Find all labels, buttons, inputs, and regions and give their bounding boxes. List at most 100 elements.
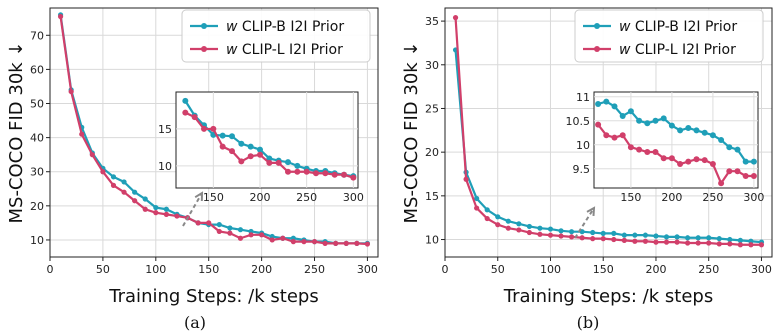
data-point bbox=[237, 227, 244, 233]
y-tick-label: 40 bbox=[30, 132, 44, 145]
inset-data-point bbox=[350, 174, 357, 181]
data-point bbox=[452, 15, 459, 21]
legend-entry: w CLIP-L I2I Prior bbox=[226, 42, 343, 58]
zoom-arrow bbox=[574, 207, 595, 239]
inset-data-point bbox=[229, 148, 235, 155]
data-point bbox=[206, 220, 212, 226]
inset-y-tick-label: 10.5 bbox=[566, 115, 591, 128]
zoom-arrow bbox=[182, 192, 203, 227]
inset-data-point bbox=[229, 133, 235, 140]
data-point bbox=[663, 234, 670, 240]
inset-data-point bbox=[693, 127, 700, 134]
zoom-arrow-head bbox=[586, 206, 596, 217]
x-tick-label: 50 bbox=[491, 263, 505, 276]
data-point bbox=[495, 222, 501, 228]
inset-data-point bbox=[210, 125, 217, 132]
data-point bbox=[590, 229, 596, 236]
data-point bbox=[568, 229, 575, 235]
data-point bbox=[737, 237, 743, 243]
data-point bbox=[695, 235, 701, 241]
data-point bbox=[516, 221, 522, 227]
inset-data-point bbox=[627, 108, 634, 115]
inset-data-point bbox=[677, 127, 684, 134]
data-point bbox=[505, 225, 511, 231]
x-tick-label: 200 bbox=[645, 263, 666, 276]
inset-y-tick-label: 15 bbox=[158, 123, 172, 136]
inset-x-tick-label: 250 bbox=[702, 191, 723, 204]
y-tick-label: 20 bbox=[30, 200, 44, 213]
data-point bbox=[537, 231, 543, 237]
legend-swatch-marker bbox=[594, 46, 600, 52]
data-point bbox=[79, 131, 85, 137]
data-point bbox=[758, 242, 765, 248]
data-point bbox=[248, 232, 254, 238]
data-point bbox=[364, 241, 371, 247]
x-tick-label: 150 bbox=[198, 263, 219, 276]
data-point bbox=[621, 237, 627, 243]
inset-data-point bbox=[668, 122, 675, 129]
data-point bbox=[301, 239, 307, 245]
data-point bbox=[227, 225, 233, 231]
legend-swatch-marker bbox=[594, 23, 600, 29]
inset-data-point bbox=[734, 146, 741, 153]
chart-panel-a: 0 50 100 150 200 250 300 10 20 30 40 50 60 70 Training… bbox=[6, 7, 379, 332]
inset-data-point bbox=[619, 113, 626, 119]
data-point bbox=[621, 232, 627, 238]
chart-panel-b: 0 50 100 150 200 250 300 10 15 20 25 30 35 Training S… bbox=[401, 7, 773, 332]
inset-data-point bbox=[595, 101, 602, 107]
x-tick-label: 0 bbox=[442, 263, 449, 276]
legend-box bbox=[181, 9, 371, 63]
inset-data-point bbox=[709, 161, 716, 167]
inset-data-point bbox=[742, 158, 749, 165]
inset-data-point bbox=[750, 173, 757, 179]
data-point bbox=[547, 232, 554, 238]
data-point bbox=[174, 213, 180, 219]
x-tick-label: 100 bbox=[145, 263, 166, 276]
y-tick-label: 10 bbox=[30, 234, 44, 247]
inset-plot: 150 200 250 300 10 15 bbox=[158, 91, 364, 204]
data-point bbox=[110, 182, 117, 188]
inset-data-point bbox=[247, 143, 254, 150]
inset-y-tick-label: 10 bbox=[576, 139, 590, 152]
y-tick-label: 60 bbox=[30, 63, 44, 76]
x-tick-label: 200 bbox=[251, 263, 272, 276]
data-point bbox=[653, 239, 659, 245]
inset-data-point bbox=[182, 97, 189, 104]
data-point bbox=[537, 225, 543, 231]
data-point bbox=[547, 226, 554, 232]
data-point bbox=[716, 236, 722, 242]
data-point bbox=[695, 240, 701, 246]
inset-data-point bbox=[595, 121, 602, 128]
y-tick-label: 50 bbox=[30, 98, 44, 111]
inset-plot: 150 200 250 300 9.5 10 10.5 11 bbox=[566, 91, 765, 204]
y-tick-label: 30 bbox=[30, 166, 44, 179]
data-point bbox=[737, 242, 743, 248]
inset-data-point bbox=[750, 158, 757, 165]
data-point bbox=[153, 204, 159, 211]
data-point bbox=[463, 176, 469, 182]
inset-data-point bbox=[660, 115, 667, 122]
inset-data-point bbox=[685, 125, 692, 131]
data-point bbox=[121, 189, 127, 195]
y-axis-label: MS-COCO FID 30k ↓ bbox=[401, 41, 422, 223]
legend-entry: w CLIP-L I2I Prior bbox=[619, 42, 736, 58]
inset-data-point bbox=[303, 168, 310, 175]
inset-y-tick-label: 9.5 bbox=[573, 163, 591, 176]
inset-frame bbox=[175, 91, 359, 189]
legend-entry: w CLIP-B I2I Prior bbox=[619, 19, 737, 35]
legend-box bbox=[574, 9, 764, 63]
inset-frame bbox=[593, 91, 759, 189]
inset-data-point bbox=[275, 159, 282, 166]
data-point bbox=[526, 229, 532, 236]
inset-data-point bbox=[611, 134, 618, 141]
y-tick-label: 25 bbox=[425, 102, 439, 115]
inset-data-point bbox=[718, 137, 725, 143]
inset-data-point bbox=[238, 140, 245, 147]
inset-data-point bbox=[191, 114, 198, 121]
inset-data-point bbox=[677, 161, 684, 167]
data-point bbox=[216, 221, 222, 228]
inset-data-point bbox=[718, 180, 725, 187]
data-point bbox=[269, 237, 275, 243]
data-point bbox=[132, 198, 138, 204]
inset-x-tick-label: 150 bbox=[203, 191, 224, 204]
